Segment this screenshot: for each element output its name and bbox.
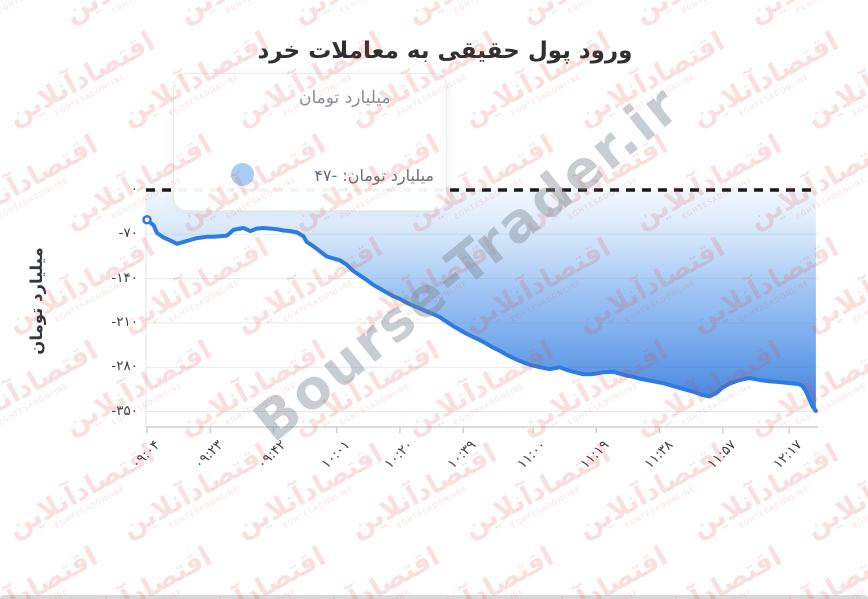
- tooltip-value-text: میلیارد تومان: -۴۷: [314, 166, 434, 185]
- chart-tooltip: میلیارد تومان: -۴۷: [173, 73, 447, 211]
- y-tick-label: -۲۱۰: [111, 313, 138, 330]
- y-tick-label: -۲۸۰: [111, 358, 138, 375]
- chart-title: ورود پول حقیقی به معاملات خرد: [257, 38, 633, 64]
- y-tick-label: ۰: [130, 181, 138, 197]
- y-axis-title: میلیارد تومان: [27, 247, 46, 355]
- tooltip-series-marker-icon: [231, 163, 254, 186]
- chart-subtitle: میلیارد تومان: [299, 88, 391, 108]
- y-tick-label: -۱۴۰: [111, 269, 138, 286]
- y-tick-label: -۳۵۰: [111, 402, 138, 419]
- bottom-card-edge: [0, 595, 868, 599]
- y-tick-label: -۷۰: [118, 225, 138, 242]
